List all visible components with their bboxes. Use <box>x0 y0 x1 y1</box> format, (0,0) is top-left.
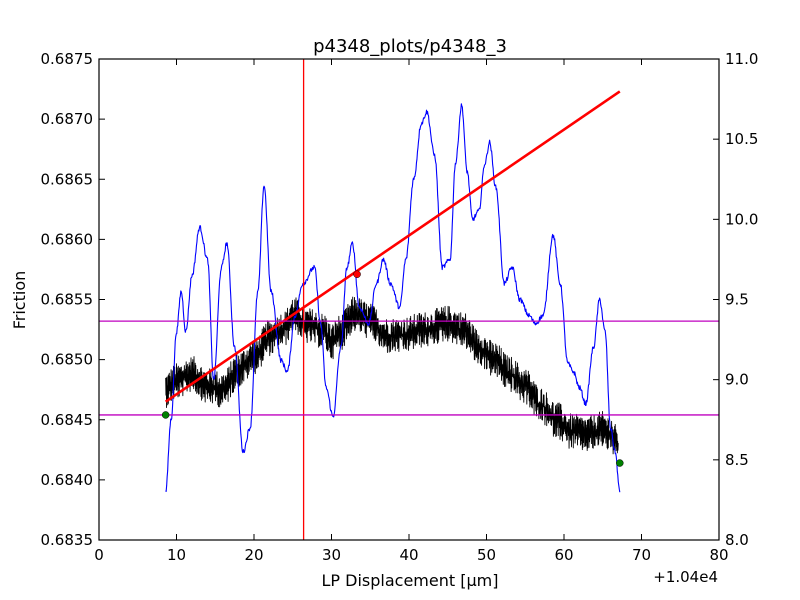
y-right-tick-label: 9.5 <box>725 291 749 309</box>
x-tick-label: 70 <box>632 546 651 564</box>
series-line-2 <box>164 90 621 403</box>
marker-point-2 <box>616 459 624 467</box>
series-line-0 <box>165 296 619 455</box>
y-left-tick-label: 0.6870 <box>41 110 94 128</box>
y-left-tick-label: 0.6840 <box>41 471 94 489</box>
y-right-tick-label: 10.5 <box>725 130 758 148</box>
y-right-tick-label: 10.0 <box>725 210 758 228</box>
x-tick-label: 30 <box>322 546 341 564</box>
chart-title: p4348_plots/p4348_3 <box>313 36 507 57</box>
y-right-tick-label: 8.5 <box>725 451 749 469</box>
x-axis-label: LP Displacement [μm] <box>322 571 499 590</box>
y-axis-right: 8.0 8.5 9.0 9.5 10.0 10.5 11.0 <box>713 50 758 549</box>
marker-point-0 <box>161 411 170 419</box>
plot-frame <box>98 58 720 541</box>
x-tick-label: 0 <box>94 546 104 564</box>
marker-point-1 <box>353 270 361 278</box>
reference-lines <box>99 59 719 540</box>
x-tick-label: 60 <box>554 546 573 564</box>
y-left-tick-label: 0.6855 <box>41 291 94 309</box>
y-axis-left: 0.6835 0.6840 0.6845 0.6850 0.6855 0.6860 0.68… <box>41 50 105 549</box>
y-left-tick-label: 0.6845 <box>41 411 94 429</box>
plot-area <box>164 90 621 493</box>
y-right-tick-label: 11.0 <box>725 50 758 68</box>
y-left-tick-label: 0.6850 <box>41 351 94 369</box>
y-left-tick-label: 0.6860 <box>41 230 94 248</box>
x-offset-label: +1.04e4 <box>653 568 718 586</box>
y-right-tick-label: 9.0 <box>725 371 749 389</box>
x-axis: 0 10 20 30 40 50 60 70 80 <box>94 59 729 564</box>
markers <box>161 270 624 467</box>
y-left-tick-label: 0.6875 <box>41 50 94 68</box>
x-tick-label: 10 <box>167 546 186 564</box>
y-axis-label: Friction <box>10 271 29 330</box>
x-tick-label: 80 <box>709 546 728 564</box>
x-tick-label: 50 <box>477 546 496 564</box>
x-tick-label: 40 <box>399 546 418 564</box>
series-line-1 <box>165 103 621 493</box>
y-left-tick-label: 0.6865 <box>41 170 94 188</box>
y-right-tick-label: 8.0 <box>725 531 749 549</box>
x-tick-label: 20 <box>244 546 263 564</box>
y-left-tick-label: 0.6835 <box>41 531 94 549</box>
